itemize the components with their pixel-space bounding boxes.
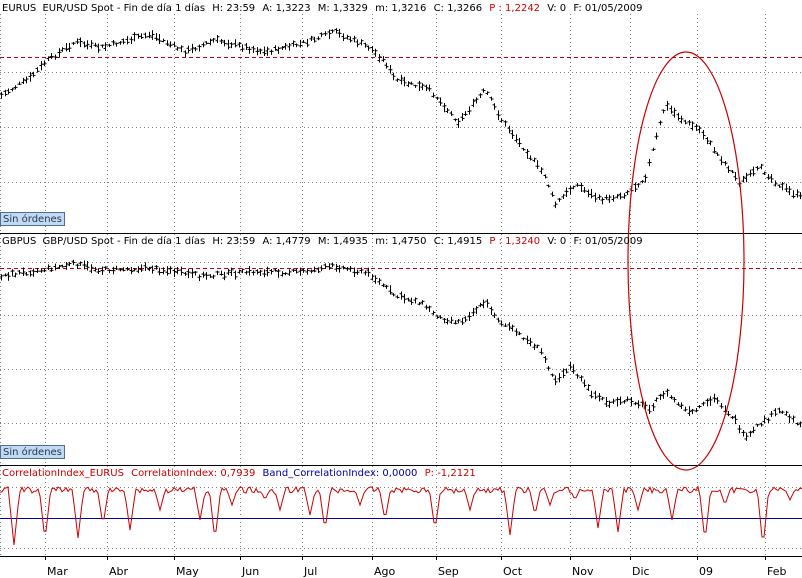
correlation-header: CorrelationIndex_EURUS CorrelationIndex:… [2,468,476,479]
eurusd-a: A: 1,3223 [262,3,310,14]
correlation-value: CorrelationIndex: 0,7939 [131,468,255,479]
x-tick-label: Jun [241,565,259,578]
eurusd-orders-button[interactable]: Sin órdenes [0,212,65,226]
annotation-ellipse [627,51,745,471]
x-tick-label: Ago [374,565,396,578]
x-tick-label: 09 [699,565,713,578]
gbpusd-m-high: M: 1,4935 [318,236,368,247]
x-tick-label: Sep [438,565,459,578]
gbpusd-header: GBPUS GBP/USD Spot - Fin de día 1 días H… [2,235,643,247]
gbpusd-a: A: 1,4779 [262,236,310,247]
x-tick-label: Mar [47,565,68,578]
eurusd-c: C: 1,3266 [434,3,483,14]
x-axis: Mar Abr May Jun Jul Ago Sep Oct Nov Dic 09 Feb [45,556,786,578]
correlation-p: P: -1,2121 [425,468,476,479]
gbpusd-description: GBP/USD Spot - Fin de día 1 días [43,235,206,247]
x-tick-label: May [176,565,199,578]
gbpusd-m-low: m: 1,4750 [375,236,426,247]
x-tick-label: Feb [767,565,786,578]
x-tick-label: Jul [303,565,317,578]
eurusd-price-series [0,28,802,209]
eurusd-v: V: 0 [547,3,566,14]
eurusd-p: P : 1,2242 [489,3,540,14]
gbpusd-h: H: 23:59 [212,236,255,247]
x-tick-label: Oct [503,565,523,578]
eurusd-m-low: m: 1,3216 [375,3,426,14]
eurusd-symbol: EURUS [2,3,36,14]
gbpusd-price-series [0,259,802,441]
correlation-name: CorrelationIndex_EURUS [2,468,124,479]
gbpusd-c: C: 1,4915 [434,236,483,247]
x-tick-label: Dic [632,565,650,578]
eurusd-description: EUR/USD Spot - Fin de día 1 días [42,2,205,14]
gbpusd-orders-button[interactable]: Sin órdenes [0,445,65,459]
x-tick-label: Nov [572,565,594,578]
gbpusd-v: V: 0 [547,236,566,247]
eurusd-f: F: 01/05/2009 [573,3,642,14]
eurusd-m-high: M: 1,3329 [318,3,368,14]
correlation-index-line [0,485,802,546]
x-tick-label: Abr [109,565,129,578]
eurusd-h: H: 23:59 [212,3,255,14]
correlation-series [0,485,802,546]
correlation-band: Band_CorrelationIndex: 0,0000 [263,468,418,479]
reference-lines [0,57,802,519]
eurusd-header: EURUS EUR/USD Spot - Fin de día 1 días H… [2,2,643,14]
gbpusd-p: P : 1,3240 [489,236,540,247]
gbpusd-f: F: 01/05/2009 [573,236,642,247]
gbpusd-symbol: GBPUS [2,236,36,247]
